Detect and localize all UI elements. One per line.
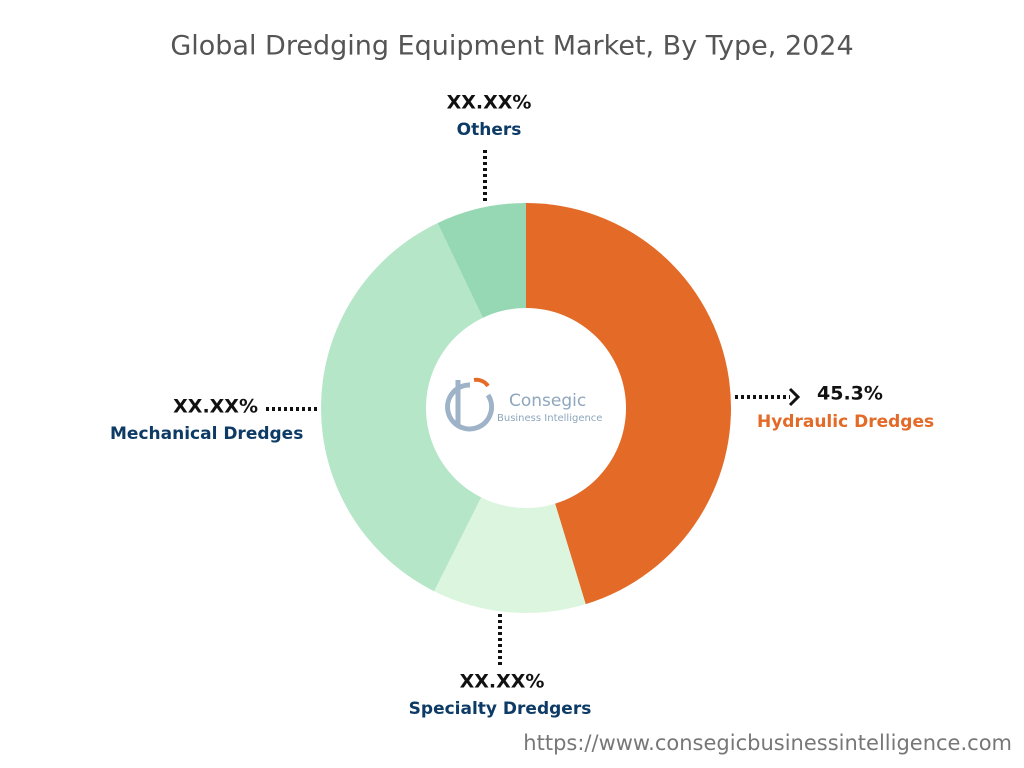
category-label: Mechanical Dredges — [110, 424, 303, 444]
value-label: XX.XX% — [173, 396, 258, 418]
category-label: Hydraulic Dredges — [757, 412, 934, 432]
source-url: https://www.consegicbusinessintelligence… — [523, 731, 1012, 755]
value-label: 45.3% — [817, 383, 883, 405]
category-label: Others — [457, 120, 522, 140]
logo-tagline: Business Intelligence — [497, 413, 602, 424]
logo: Consegic Business Intelligence — [445, 377, 602, 432]
slice — [320, 223, 526, 592]
logo-icon — [473, 377, 490, 388]
chart-title: Global Dredging Equipment Market, By Typ… — [170, 31, 853, 62]
value-label: XX.XX% — [460, 671, 545, 693]
category-label: Specialty Dredgers — [409, 699, 592, 719]
leader-arrow — [788, 387, 801, 407]
value-label: XX.XX% — [447, 92, 532, 114]
slice — [526, 203, 731, 605]
logo-name: Consegic — [509, 391, 586, 411]
logo-icon — [445, 382, 495, 432]
slice — [434, 408, 586, 613]
donut-hole — [426, 308, 626, 508]
